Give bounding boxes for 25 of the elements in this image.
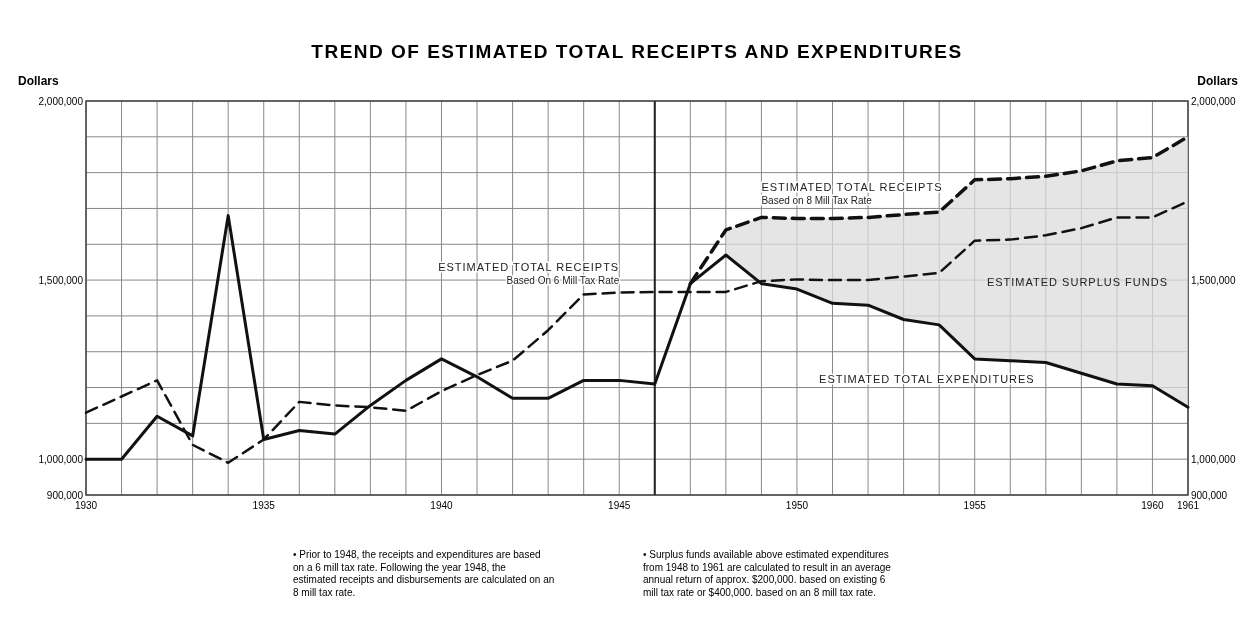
x-tick-label: 1940 [430, 500, 454, 511]
y2-tick-label: 1,500,000 [1191, 274, 1236, 286]
text: • Surplus funds available above estimated expenditures from 1948 to 1961 are calculated to result in an average annual return of approx. $200,000. based on existing 6 mill tax rate or $400,000. based on an 8 mill tax rate. [643, 549, 892, 598]
y-tick-label: 1,000,000 [38, 453, 84, 465]
y2-axis-title: Dollars [1197, 74, 1239, 88]
y-tick-label: 900,000 [46, 489, 84, 501]
text: • Prior to 1948, the receipts and expenditures are based on a 6 mill tax rate. Following the year 1948, the estimated receipts and disbursements are calculated on an 8 mill tax rate. [293, 549, 555, 598]
x-tick-label: 1961 [1176, 500, 1200, 511]
x-tick-label: 1945 [608, 500, 631, 511]
x-tick-label: 1935 [252, 500, 276, 511]
x-tick-label: 1950 [785, 500, 809, 511]
y-tick-label: 1,500,000 [38, 274, 84, 286]
y2-tick-label: 2,000,000 [1191, 95, 1236, 107]
series-label: ESTIMATED TOTAL EXPENDITURES [819, 372, 1035, 385]
y2-tick-label: 1,000,000 [1191, 453, 1236, 465]
y-axis-title: Dollars [18, 74, 60, 88]
x-tick-label: 1930 [74, 500, 98, 511]
series-label: ESTIMATED TOTAL RECEIPTS Based On 6 Mill Tax Rate [438, 260, 620, 286]
series-label: ESTIMATED TOTAL RECEIPTS Based on 8 Mill Tax Rate [761, 181, 943, 207]
x-tick-label: 1960 [1141, 500, 1165, 511]
x-tick-label: 1955 [963, 500, 987, 511]
y-tick-label: 2,000,000 [38, 95, 84, 107]
chart-title: TREND OF ESTIMATED TOTAL RECEIPTS AND EXPENDITURES [311, 41, 963, 62]
y2-tick-label: 900,000 [1191, 489, 1228, 501]
annotation: ESTIMATED SURPLUS FUNDS [986, 276, 1168, 289]
